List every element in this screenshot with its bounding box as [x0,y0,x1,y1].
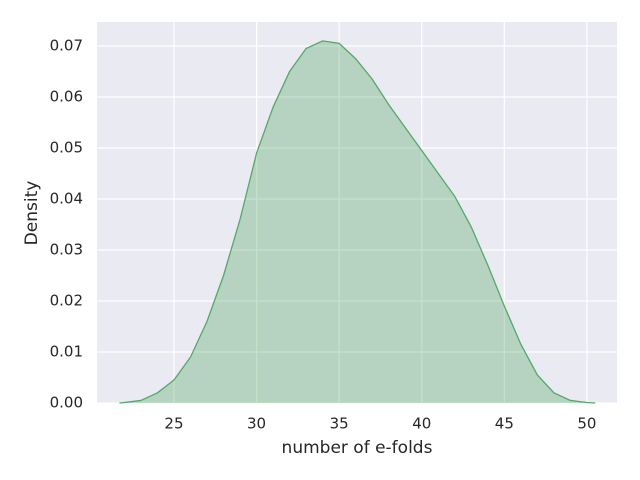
x-tick-label: 25 [164,415,183,433]
x-axis-label: number of e-folds [282,438,433,458]
y-tick-label: 0.07 [50,36,83,54]
density-area [119,40,596,404]
y-tick-label: 0.03 [50,240,83,258]
y-tick-label: 0.02 [50,291,83,309]
y-tick-label: 0.00 [50,394,83,412]
y-tick-label: 0.04 [50,189,83,207]
y-tick-label: 0.05 [50,138,83,156]
plot-background [97,22,617,403]
y-tick-label: 0.06 [50,87,83,105]
x-tick-label: 40 [412,415,431,433]
x-tick-label: 30 [247,415,266,433]
y-axis-label: Density [22,181,42,246]
x-tick-label: 35 [330,415,349,433]
x-tick-label: 45 [495,415,514,433]
density-line [119,40,596,404]
x-tick-label: 50 [577,415,596,433]
y-tick-label: 0.01 [50,342,83,360]
